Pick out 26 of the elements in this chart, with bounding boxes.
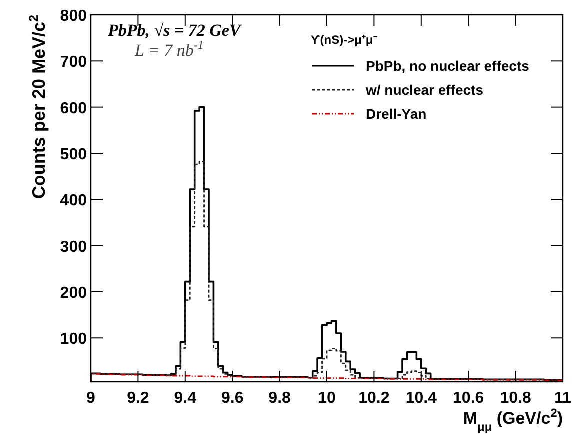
x-tick-label: 9.6 [221, 390, 244, 407]
y-tick-label: 200 [60, 284, 88, 302]
x-tick-label: 9.4 [174, 390, 197, 407]
x-axis-title: M$_{μμ}$ (GeV/c$^{2}$) [463, 406, 563, 434]
x-tick-label: 9.8 [268, 390, 292, 407]
y-tick-label: 400 [60, 192, 88, 210]
legend-label: w/ nuclear effects [365, 82, 484, 98]
x-tick-label: 9.2 [127, 390, 150, 407]
y-tick-label: 100 [60, 331, 88, 348]
x-tick-label: 10.8 [500, 390, 532, 407]
x-tick-label: 9 [86, 390, 96, 407]
y-tick-label: 800 [60, 8, 88, 25]
x-tick-label: 10.6 [453, 390, 484, 407]
legend-title: ϒ(nS)->μ⁺μ⁻ [311, 33, 378, 47]
x-tick-label: 10 [318, 390, 336, 407]
y-tick-label: 500 [60, 146, 88, 164]
y-tick-label: 700 [60, 54, 88, 72]
legend-label: Drell-Yan [366, 106, 427, 122]
x-tick-label: 11 [554, 390, 572, 407]
x-tick-label: 10.2 [358, 390, 390, 407]
annotation: PbPb, √s = 72 GeV [107, 21, 242, 40]
x-tick-label: 10.4 [406, 390, 438, 407]
legend-label: PbPb, no nuclear effects [366, 58, 530, 74]
annotation: L = 7 nb$^{-1}$ [134, 38, 204, 60]
y-tick-label: 600 [60, 100, 88, 118]
y-tick-label: 300 [60, 238, 88, 256]
